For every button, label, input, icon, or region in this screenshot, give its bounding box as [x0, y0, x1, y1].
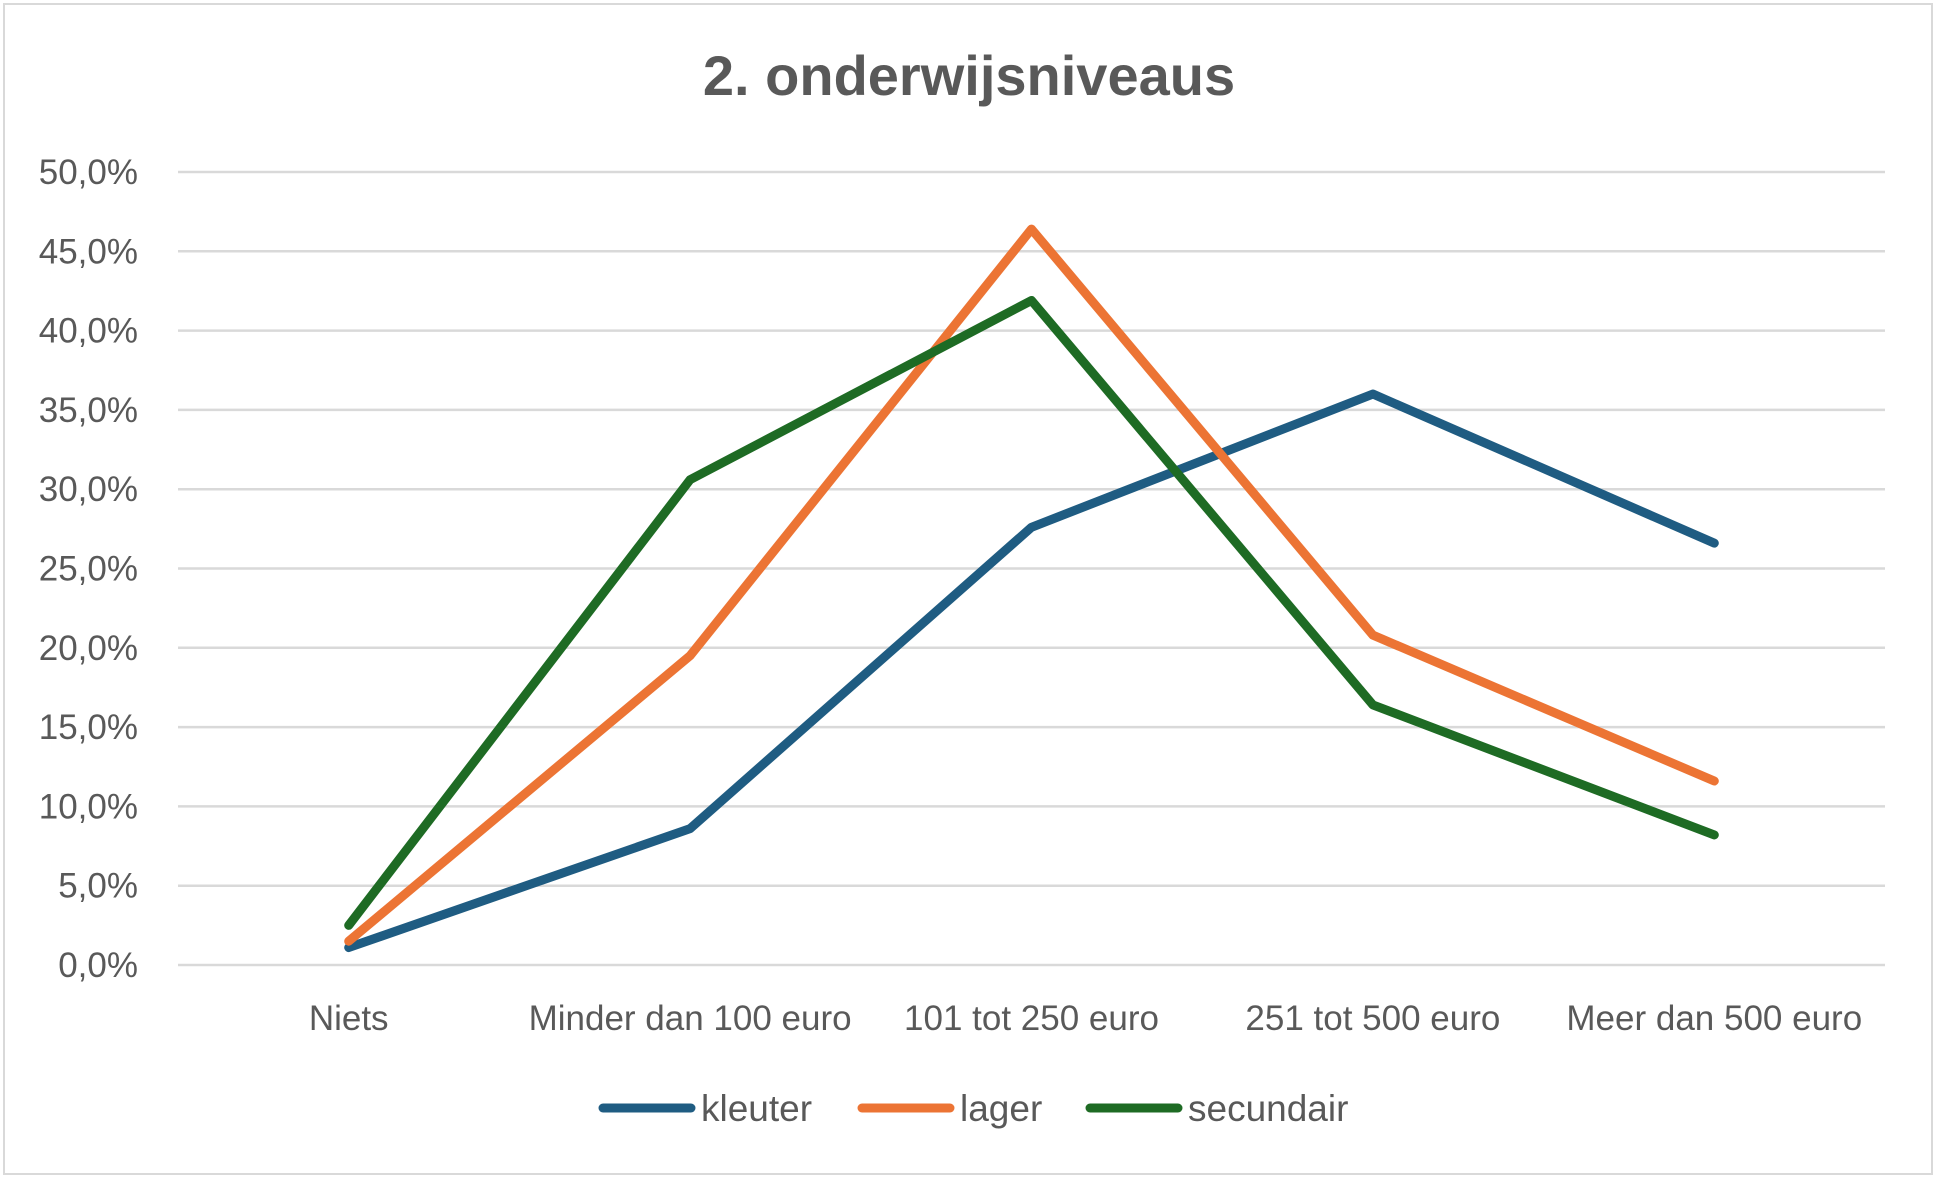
series-line-secundair: [344, 295, 1719, 930]
x-tick-label: Minder dan 100 euro: [529, 999, 852, 1038]
series-line-kleuter: [344, 389, 1719, 953]
y-tick-label: 15,0%: [39, 708, 138, 747]
x-tick-label: 101 tot 250 euro: [904, 999, 1159, 1038]
x-tick-label: Niets: [309, 999, 389, 1038]
y-tick-label: 5,0%: [58, 867, 138, 906]
y-tick-label: 45,0%: [39, 232, 138, 271]
x-axis-ticks: Niets Minder dan 100 euro 101 tot 250 euro…: [309, 999, 1862, 1038]
legend: kleuter lager secundair: [598, 1088, 1348, 1129]
gridlines: [178, 170, 1885, 967]
y-tick-label: 0,0%: [58, 946, 138, 985]
y-tick-label: 35,0%: [39, 391, 138, 430]
legend-label-kleuter: kleuter: [701, 1088, 812, 1129]
y-tick-label: 30,0%: [39, 470, 138, 509]
series-line-lager: [344, 224, 1719, 946]
x-tick-label: 251 tot 500 euro: [1245, 999, 1500, 1038]
y-tick-label: 40,0%: [39, 312, 138, 351]
y-axis-ticks: 0,0% 5,0% 10,0% 15,0% 20,0% 25,0% 30,0% 35,0% 40…: [39, 153, 138, 985]
x-tick-label: Meer dan 500 euro: [1566, 999, 1862, 1038]
y-tick-label: 25,0%: [39, 550, 138, 589]
legend-label-secundair: secundair: [1188, 1088, 1348, 1129]
y-tick-label: 50,0%: [39, 153, 138, 192]
series-lines: [344, 224, 1719, 953]
y-tick-label: 10,0%: [39, 787, 138, 826]
legend-label-lager: lager: [960, 1088, 1042, 1129]
y-tick-label: 20,0%: [39, 629, 138, 668]
chart-title: 2. onderwijsniveaus: [703, 44, 1235, 107]
